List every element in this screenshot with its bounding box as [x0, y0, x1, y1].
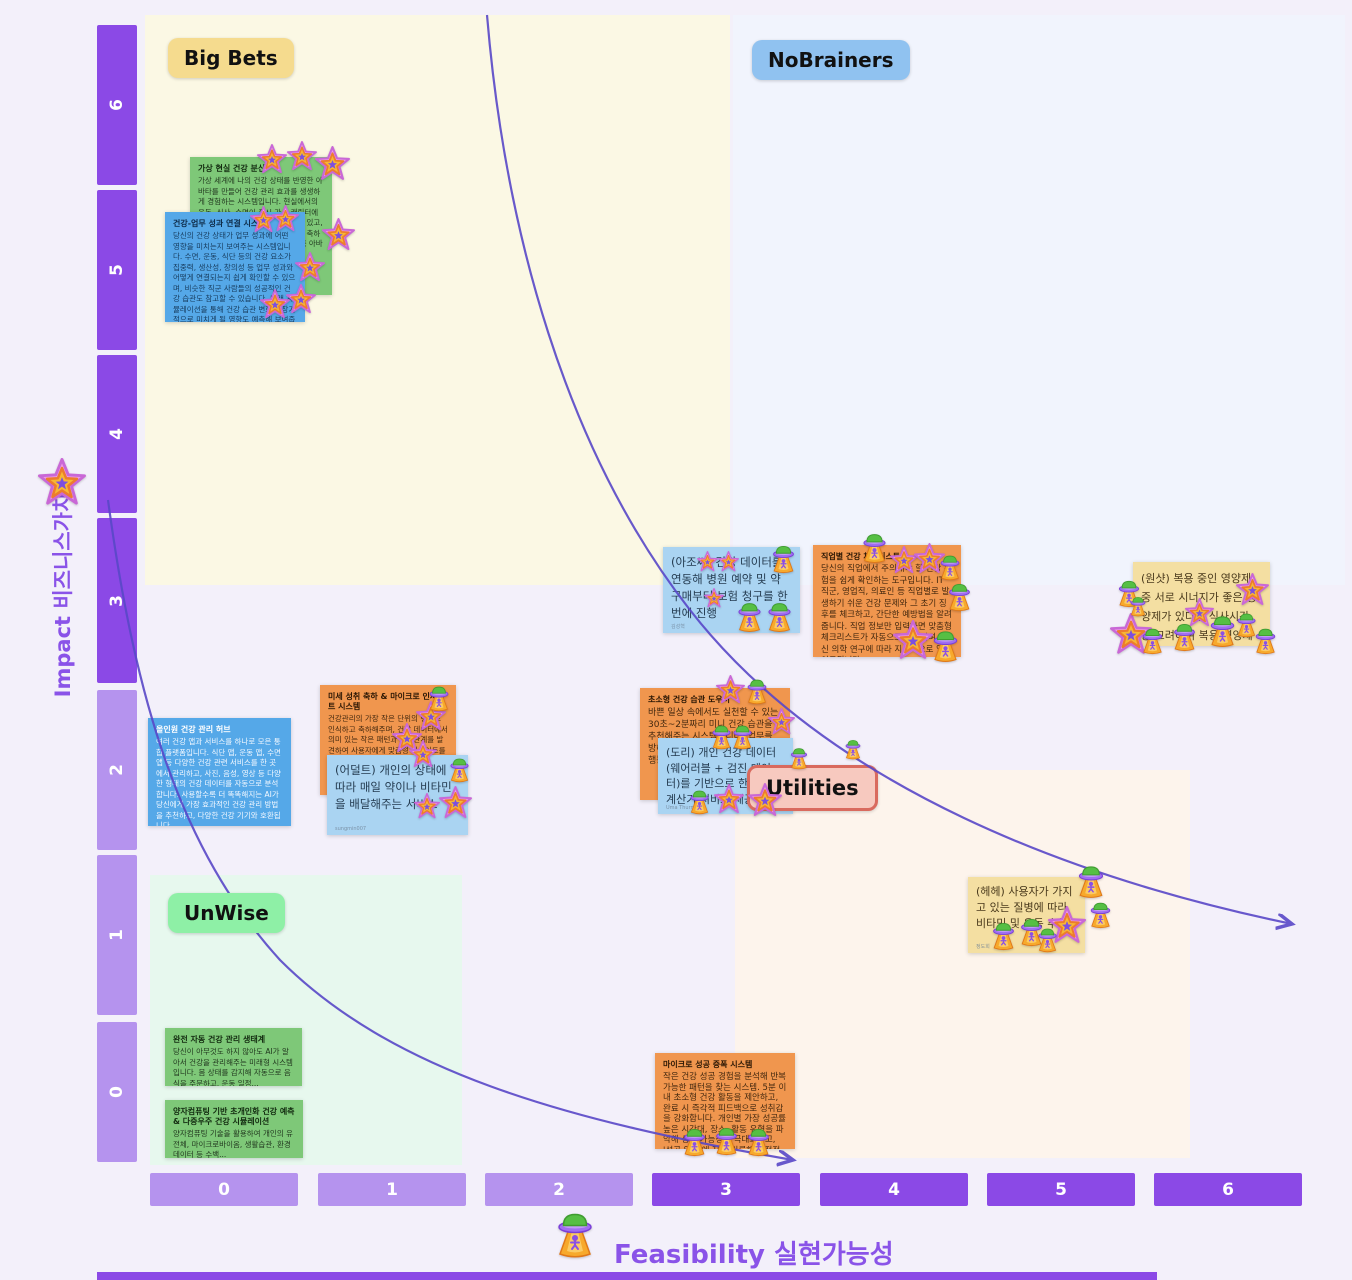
note-title: 마이크로 성공 증폭 시스템: [663, 1060, 753, 1069]
label-unwise[interactable]: UnWise: [168, 893, 285, 933]
ufo-sticker-icon[interactable]: [858, 531, 891, 564]
note-author: 김성혁: [671, 624, 685, 630]
note-author: sungmin007: [335, 826, 367, 832]
ufo-sticker-icon[interactable]: [711, 1125, 742, 1156]
y-tick-4: 4: [97, 355, 137, 513]
star-sticker-icon[interactable]: [38, 458, 86, 506]
ufo-sticker-icon[interactable]: [936, 553, 964, 581]
ufo-sticker-icon[interactable]: [988, 920, 1019, 951]
star-sticker-icon[interactable]: [718, 551, 739, 572]
y-tick-1: 1: [97, 855, 137, 1015]
star-sticker-icon[interactable]: [257, 144, 287, 174]
y-tick-2: 2: [97, 690, 137, 850]
star-sticker-icon[interactable]: [322, 218, 355, 251]
star-sticker-icon[interactable]: [260, 289, 290, 319]
star-sticker-icon[interactable]: [272, 205, 299, 232]
ufo-sticker-icon[interactable]: [550, 1206, 600, 1262]
y-tick-5: 5: [97, 190, 137, 350]
x-tick-1: 1: [318, 1173, 466, 1206]
ufo-sticker-icon[interactable]: [1086, 900, 1115, 929]
quadrant-nobrainers: [733, 15, 1345, 585]
note-quantum-health-simulation[interactable]: 양자컴퓨팅 기반 초개인화 건강 예측 & 다중우주 건강 시뮬레이션 양자컴퓨…: [165, 1100, 303, 1158]
x-axis-label: Feasibility 실현가능성: [614, 1240, 894, 1270]
x-tick-4: 4: [820, 1173, 968, 1206]
label-nobrainers[interactable]: NoBrainers: [752, 40, 910, 80]
x-tick-2: 2: [485, 1173, 633, 1206]
note-body: 당신이 아무것도 하지 않아도 AI가 알아서 건강을 관리해주는 미래형 시스…: [173, 1047, 293, 1086]
star-sticker-icon[interactable]: [295, 252, 325, 282]
note-title: 건강-업무 성과 연결 시스템: [173, 219, 266, 228]
ufo-sticker-icon[interactable]: [1251, 626, 1280, 655]
star-sticker-icon[interactable]: [439, 786, 472, 819]
bottom-axis-bar: [97, 1272, 1157, 1280]
star-sticker-icon[interactable]: [414, 793, 440, 819]
star-sticker-icon[interactable]: [714, 784, 744, 814]
star-sticker-icon[interactable]: [697, 551, 718, 572]
ufo-sticker-icon[interactable]: [928, 628, 963, 663]
ufo-sticker-icon[interactable]: [763, 600, 796, 633]
ufo-sticker-icon[interactable]: [743, 677, 771, 705]
x-tick-3: 3: [652, 1173, 800, 1206]
ufo-sticker-icon[interactable]: [733, 600, 766, 633]
star-sticker-icon[interactable]: [1236, 573, 1269, 606]
star-sticker-icon[interactable]: [287, 141, 317, 171]
star-sticker-icon[interactable]: [286, 284, 316, 314]
note-title: 완전 자동 건강 관리 생태계: [173, 1035, 266, 1044]
note-title: 양자컴퓨팅 기반 초개인화 건강 예측 & 다중우주 건강 시뮬레이션: [173, 1107, 295, 1126]
ufo-sticker-icon[interactable]: [842, 738, 864, 760]
star-sticker-icon[interactable]: [704, 588, 724, 608]
ufo-sticker-icon[interactable]: [768, 543, 799, 574]
note-author: 정도희: [976, 944, 990, 950]
ufo-sticker-icon[interactable]: [1127, 595, 1149, 617]
y-tick-3: 3: [97, 518, 137, 683]
star-sticker-icon[interactable]: [768, 708, 795, 735]
ufo-sticker-icon[interactable]: [686, 788, 713, 815]
x-tick-0: 0: [150, 1173, 298, 1206]
ufo-sticker-icon[interactable]: [1169, 621, 1200, 652]
ufo-sticker-icon[interactable]: [1138, 626, 1167, 655]
note-body: 당신의 건강 상태가 업무 성과에 어떤 영향을 미치는지 보여주는 시스템입니…: [173, 231, 296, 322]
y-tick-6: 6: [97, 25, 137, 185]
note-body: 양자컴퓨팅 기술을 활용하여 개인의 유전체, 마이크로바이옴, 생활습관, 환…: [173, 1129, 293, 1158]
y-tick-0: 0: [97, 1022, 137, 1162]
star-sticker-icon[interactable]: [893, 620, 933, 660]
ufo-sticker-icon[interactable]: [1034, 926, 1061, 953]
note-full-auto-health-ecosystem[interactable]: 완전 자동 건강 관리 생태계 당신이 아무것도 하지 않아도 AI가 알아서 …: [165, 1028, 302, 1086]
note-allinone-health-hub[interactable]: 올인원 건강 관리 허브 여러 건강 앱과 서비스를 하나로 모은 통합 플랫폼…: [148, 718, 291, 826]
note-body: 여러 건강 앱과 서비스를 하나로 모은 통합 플랫폼입니다. 식단 앱, 운동…: [156, 737, 281, 826]
label-big-bets[interactable]: Big Bets: [168, 38, 294, 78]
ufo-sticker-icon[interactable]: [743, 1126, 774, 1157]
x-tick-6: 6: [1154, 1173, 1302, 1206]
ufo-sticker-icon[interactable]: [1073, 863, 1109, 899]
ufo-sticker-icon[interactable]: [446, 756, 473, 783]
y-axis-label: Impact 비즈니스가치: [51, 492, 75, 698]
ufo-sticker-icon[interactable]: [729, 723, 756, 750]
x-tick-5: 5: [987, 1173, 1135, 1206]
note-title: 가상 현실 건강 분신: [198, 164, 266, 173]
star-sticker-icon[interactable]: [716, 675, 745, 704]
ufo-sticker-icon[interactable]: [787, 746, 811, 770]
star-sticker-icon[interactable]: [409, 740, 437, 768]
star-sticker-icon[interactable]: [748, 783, 782, 817]
ufo-sticker-icon[interactable]: [425, 684, 453, 712]
star-sticker-icon[interactable]: [315, 146, 350, 181]
ufo-sticker-icon[interactable]: [944, 581, 975, 612]
note-title: 올인원 건강 관리 허브: [156, 725, 231, 734]
quadrant-utilities: [735, 770, 1190, 1158]
ufo-sticker-icon[interactable]: [679, 1126, 710, 1157]
